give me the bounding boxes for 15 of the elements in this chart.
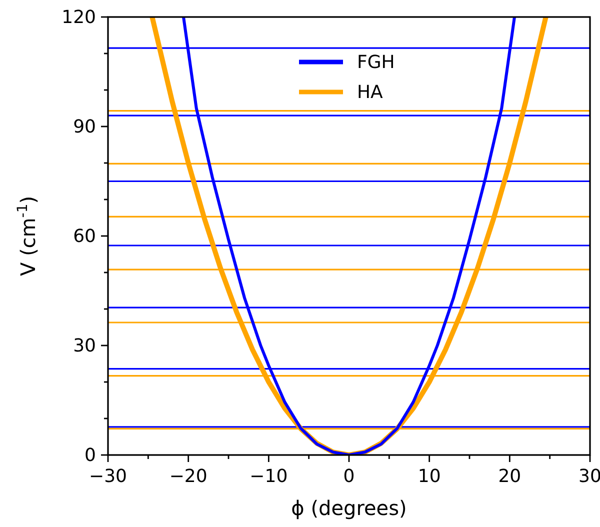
y-tick-label: 120 [62,7,96,28]
x-tick-label: 30 [578,466,600,487]
y-tick-label: 0 [84,445,96,466]
y-tick-label: 90 [73,116,96,138]
x-tick-label: 10 [418,466,441,487]
y-tick-label: 30 [73,336,96,356]
x-axis-title: ϕ (degrees) [291,496,407,520]
x-tick-label: 0 [343,466,355,487]
y-tick-label: 60 [73,226,96,247]
x-tick-label: −20 [169,466,208,487]
x-tick-label: −30 [89,466,127,487]
legend-label: HA [357,82,384,103]
x-tick-label: −10 [250,466,288,487]
x-tick-label: 20 [498,466,522,487]
legend-label: FGH [357,52,395,73]
